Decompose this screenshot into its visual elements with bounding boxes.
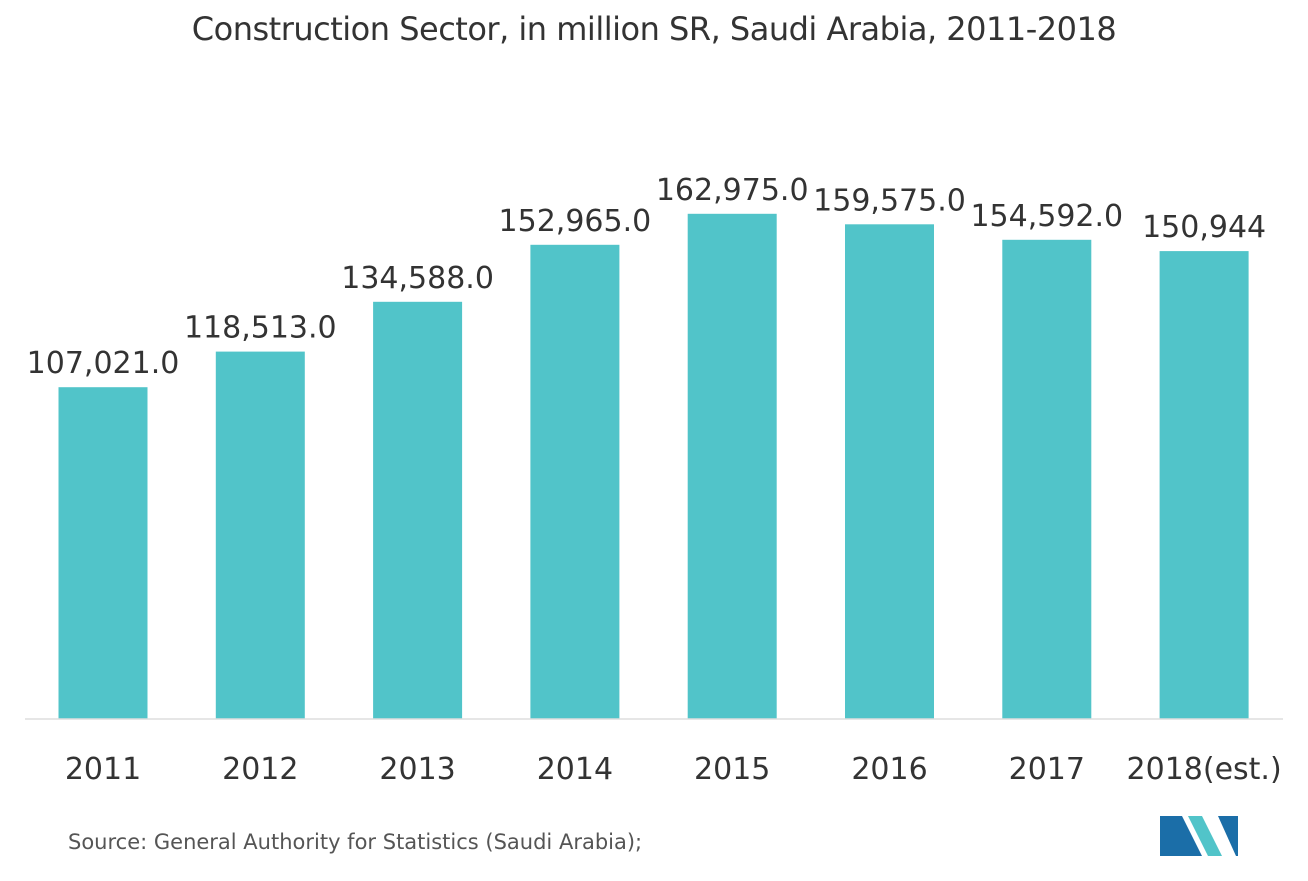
logo-right-shape (1218, 816, 1238, 856)
bar-2016 (845, 224, 934, 720)
bar-2013 (373, 301, 463, 719)
category-label-2016: 2016 (851, 752, 927, 787)
category-label-2013: 2013 (379, 752, 455, 787)
bar-2011 (58, 387, 148, 719)
bar-2018(est.) (1159, 251, 1249, 719)
value-labels-group: 107,021.0118,513.0134,588.0152,965.0162,… (27, 173, 1266, 381)
logo-middle-shape (1188, 816, 1222, 856)
bar-2014 (530, 244, 620, 720)
category-label-2015: 2015 (694, 752, 770, 787)
value-label-2011: 107,021.0 (27, 346, 180, 381)
value-label-2018(est.): 150,944 (1142, 210, 1266, 245)
value-label-2017: 154,592.0 (970, 199, 1123, 234)
category-label-2018(est.): 2018(est.) (1127, 752, 1282, 787)
value-label-2012: 118,513.0 (184, 311, 337, 346)
value-label-2014: 152,965.0 (499, 204, 652, 239)
bars-group (58, 213, 1249, 720)
category-label-2011: 2011 (65, 752, 141, 787)
bar-2015 (687, 213, 777, 720)
category-labels-group: 2011 2012 2013 2014 2015 2016 2017 2018(est.) (65, 752, 1282, 787)
value-label-2016: 159,575.0 (813, 183, 966, 218)
bar-2012 (215, 351, 305, 719)
value-label-2015: 162,975.0 (656, 173, 809, 208)
bar-chart: 107,021.0118,513.0134,588.0152,965.0162,… (25, 173, 1283, 787)
chart-title: Construction Sector, in million SR, Saud… (191, 10, 1117, 48)
value-label-2013: 134,588.0 (341, 261, 494, 296)
category-label-2014: 2014 (537, 752, 613, 787)
mordor-intelligence-logo-icon (1160, 816, 1238, 856)
source-note: Source: General Authority for Statistics… (68, 830, 643, 854)
bar-2017 (1002, 239, 1092, 720)
category-label-2017: 2017 (1009, 752, 1085, 787)
logo-left-shape (1160, 816, 1202, 856)
category-label-2012: 2012 (222, 752, 298, 787)
